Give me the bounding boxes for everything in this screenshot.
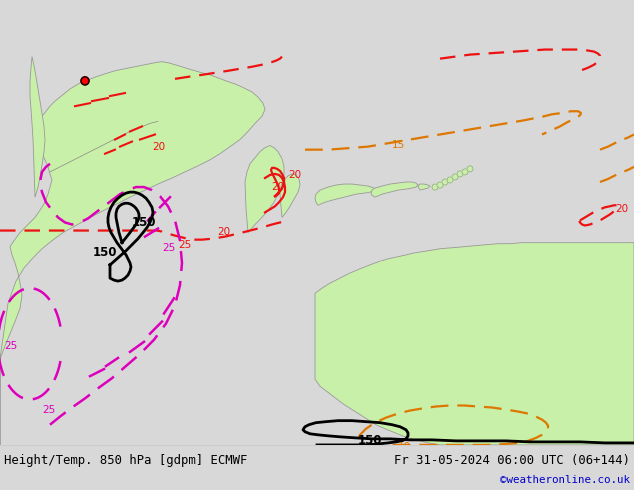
Polygon shape xyxy=(245,146,284,233)
Circle shape xyxy=(462,169,468,175)
Text: 20: 20 xyxy=(615,204,628,214)
Circle shape xyxy=(379,262,385,268)
Text: Height/Temp. 850 hPa [gdpm] ECMWF: Height/Temp. 850 hPa [gdpm] ECMWF xyxy=(4,454,247,467)
Text: 15: 15 xyxy=(392,140,405,149)
Polygon shape xyxy=(418,184,430,190)
Text: 20: 20 xyxy=(217,226,231,237)
Text: 25: 25 xyxy=(162,243,175,253)
Circle shape xyxy=(447,177,453,183)
Circle shape xyxy=(385,268,391,274)
Polygon shape xyxy=(280,174,300,218)
Circle shape xyxy=(442,179,448,185)
Text: ©weatheronline.co.uk: ©weatheronline.co.uk xyxy=(500,475,630,485)
Circle shape xyxy=(437,182,443,188)
Circle shape xyxy=(452,174,458,180)
Text: 10: 10 xyxy=(398,442,411,452)
Text: 150: 150 xyxy=(132,216,157,229)
Circle shape xyxy=(81,77,89,85)
Polygon shape xyxy=(30,57,45,197)
Text: 150: 150 xyxy=(93,246,117,259)
Text: 20: 20 xyxy=(152,142,165,151)
Circle shape xyxy=(398,270,403,275)
Text: 25: 25 xyxy=(178,240,191,250)
Text: Fr 31-05-2024 06:00 UTC (06+144): Fr 31-05-2024 06:00 UTC (06+144) xyxy=(394,454,630,467)
Polygon shape xyxy=(0,62,265,445)
Circle shape xyxy=(457,171,463,177)
Text: 150: 150 xyxy=(358,434,382,447)
Text: 25: 25 xyxy=(4,341,17,351)
Polygon shape xyxy=(315,243,634,445)
Text: 25: 25 xyxy=(42,405,55,415)
Circle shape xyxy=(432,184,438,190)
Text: 20: 20 xyxy=(271,182,285,192)
Text: 20: 20 xyxy=(288,170,302,180)
Polygon shape xyxy=(371,182,418,197)
Polygon shape xyxy=(315,184,376,205)
Circle shape xyxy=(467,166,473,172)
